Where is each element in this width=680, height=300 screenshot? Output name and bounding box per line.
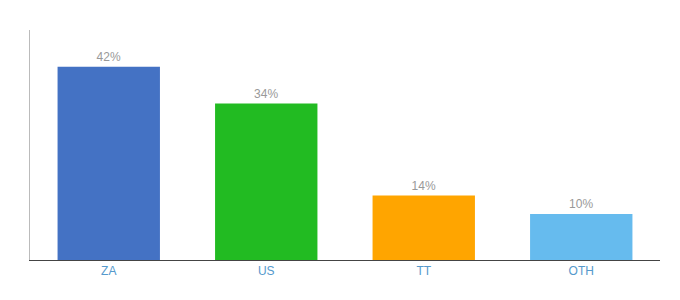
svg-text:ZA: ZA xyxy=(101,264,116,278)
svg-text:TT: TT xyxy=(416,264,431,278)
svg-text:10%: 10% xyxy=(569,197,593,211)
svg-text:42%: 42% xyxy=(97,50,121,64)
svg-text:14%: 14% xyxy=(412,179,436,193)
svg-text:US: US xyxy=(258,264,275,278)
svg-text:OTH: OTH xyxy=(569,264,594,278)
svg-text:34%: 34% xyxy=(254,87,278,101)
